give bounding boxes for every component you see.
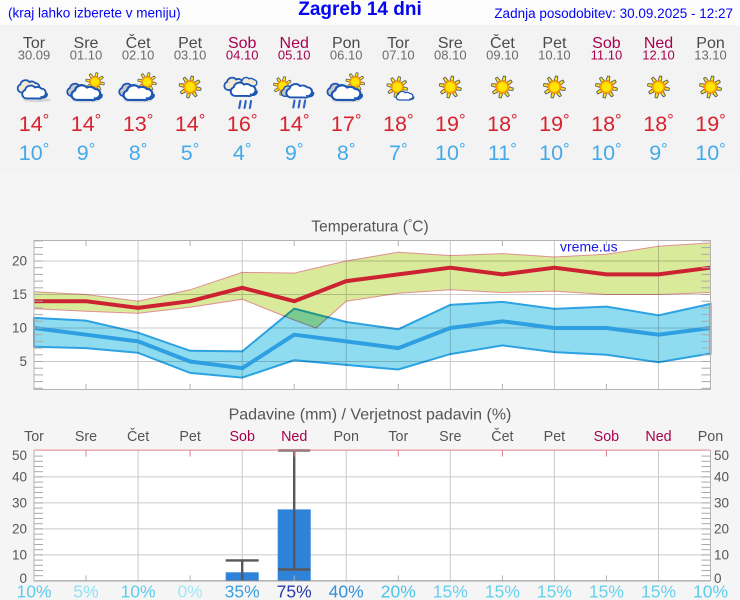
svg-text:09.10: 09.10 (486, 48, 519, 63)
svg-text:Zadnja posodobitev: 30.09.2025: Zadnja posodobitev: 30.09.2025 - 12:27 (494, 6, 733, 21)
svg-text:06.10: 06.10 (330, 48, 363, 63)
svg-text:10: 10 (12, 321, 27, 336)
svg-text:Tor: Tor (387, 35, 410, 52)
svg-text:11.10: 11.10 (591, 48, 623, 63)
svg-text:40: 40 (714, 470, 729, 485)
svg-text:Ned: Ned (281, 429, 307, 445)
svg-text:20%: 20% (381, 582, 416, 600)
svg-text:Pet: Pet (542, 35, 567, 52)
svg-text:15%: 15% (641, 582, 676, 600)
svg-text:Pon: Pon (698, 429, 723, 445)
svg-text:vreme.us: vreme.us (560, 239, 618, 255)
svg-text:30.09: 30.09 (18, 48, 51, 63)
svg-text:5: 5 (19, 354, 27, 369)
svg-text:50: 50 (12, 448, 27, 463)
svg-text:02.10: 02.10 (122, 48, 155, 63)
svg-text:(kraj lahko izberete v meniju): (kraj lahko izberete v meniju) (8, 6, 181, 21)
svg-text:Ned: Ned (280, 35, 309, 52)
svg-text:20: 20 (12, 254, 27, 269)
svg-text:15%: 15% (589, 582, 624, 600)
svg-text:Sre: Sre (74, 35, 99, 52)
svg-text:0%: 0% (177, 582, 202, 600)
svg-text:Pet: Pet (544, 429, 565, 445)
svg-text:Tor: Tor (24, 429, 44, 445)
svg-text:Tor: Tor (23, 35, 46, 52)
svg-text:40: 40 (12, 470, 27, 485)
svg-text:20: 20 (12, 522, 27, 537)
svg-text:20: 20 (714, 522, 729, 537)
svg-text:Sob: Sob (594, 429, 619, 445)
svg-text:14°: 14° (175, 112, 206, 137)
svg-text:15%: 15% (537, 582, 572, 600)
svg-text:10.10: 10.10 (538, 48, 571, 63)
svg-text:5%: 5% (73, 582, 98, 600)
svg-text:Sob: Sob (592, 35, 621, 52)
svg-text:Sob: Sob (229, 429, 254, 445)
svg-text:Pon: Pon (333, 429, 358, 445)
svg-text:Sob: Sob (228, 35, 257, 52)
svg-text:Pon: Pon (696, 35, 724, 52)
svg-text:13.10: 13.10 (694, 48, 727, 63)
svg-text:10%: 10% (16, 582, 51, 600)
svg-text:50: 50 (714, 448, 729, 463)
svg-text:10°: 10° (19, 141, 50, 166)
svg-text:18°: 18° (383, 112, 414, 137)
svg-text:Čet: Čet (127, 428, 149, 445)
svg-text:Sre: Sre (75, 429, 97, 445)
svg-text:04.10: 04.10 (226, 48, 259, 63)
svg-text:05.10: 05.10 (278, 48, 311, 63)
svg-text:10%: 10% (121, 582, 156, 600)
svg-text:Čet: Čet (490, 33, 515, 52)
svg-text:Pon: Pon (332, 35, 360, 52)
svg-text:Tor: Tor (388, 429, 408, 445)
svg-text:10: 10 (12, 548, 27, 563)
svg-text:Sre: Sre (438, 35, 463, 52)
svg-text:Padavine (mm) / Verjetnost pad: Padavine (mm) / Verjetnost padavin (%) (229, 407, 512, 424)
svg-text:40%: 40% (329, 582, 364, 600)
svg-text:30: 30 (714, 496, 729, 511)
svg-text:75%: 75% (277, 582, 312, 600)
svg-text:Čet: Čet (491, 428, 513, 445)
svg-text:Pet: Pet (179, 429, 200, 445)
svg-text:07.10: 07.10 (382, 48, 415, 63)
svg-text:Pet: Pet (178, 35, 203, 52)
svg-text:15%: 15% (485, 582, 520, 600)
svg-text:0: 0 (714, 571, 722, 586)
svg-text:Ned: Ned (644, 35, 673, 52)
svg-text:Ned: Ned (645, 429, 671, 445)
svg-text:Sre: Sre (439, 429, 461, 445)
svg-text:15%: 15% (433, 582, 468, 600)
svg-text:12.10: 12.10 (642, 48, 675, 63)
svg-text:Zagreb 14 dni: Zagreb 14 dni (298, 0, 422, 20)
svg-text:10: 10 (714, 548, 729, 563)
svg-text:Temperatura (°C): Temperatura (°C) (311, 218, 428, 236)
svg-text:03.10: 03.10 (174, 48, 207, 63)
svg-text:01.10: 01.10 (70, 48, 103, 63)
svg-text:30: 30 (12, 496, 27, 511)
svg-text:35%: 35% (225, 582, 260, 600)
svg-text:10%: 10% (693, 582, 728, 600)
svg-text:08.10: 08.10 (434, 48, 467, 63)
svg-text:0: 0 (19, 571, 27, 586)
svg-text:15: 15 (12, 287, 27, 302)
svg-text:Čet: Čet (126, 33, 151, 52)
